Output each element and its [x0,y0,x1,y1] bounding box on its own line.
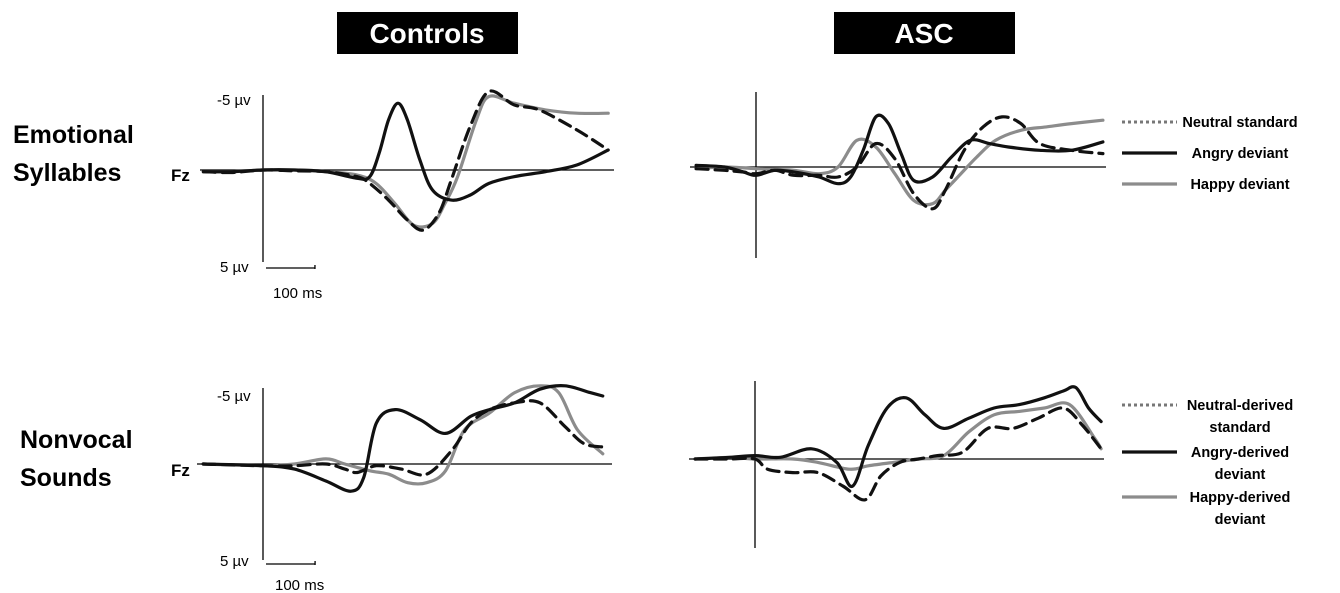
legend-label: Angry-derived [1191,445,1289,461]
trace-angry-derived-deviant [201,384,605,493]
electrode-label-bottom: Fz [171,461,190,480]
legend-label: Angry deviant [1192,146,1289,162]
row-label-syllables-line2: Syllables [13,159,121,187]
panel-controls-syllables [200,89,614,269]
scale-label-neg-top: -5 µv [217,92,251,109]
legend-top: Neutral standard Angry deviant Happy devia… [1122,115,1298,193]
legend-bottom: Neutral-derived standard Angry-derived devi… [1122,398,1293,528]
trace-neutral-derived-standard [201,399,605,477]
panel-controls-nonvocal [197,384,612,565]
panel-asc-nonvocal [689,381,1104,548]
row-label-nonvocal-line2: Sounds [20,464,112,492]
electrode-label-top: Fz [171,166,190,185]
trace-angry-deviant [201,101,610,202]
scale-label-pos-top: 5 µv [220,259,249,276]
trace-angry-deviant [694,113,1105,186]
legend-label: Neutral standard [1182,115,1297,131]
erp-panels [197,89,1106,565]
header-controls: Controls [369,18,484,49]
panel-asc-syllables [690,92,1106,258]
legend-label: Happy deviant [1190,177,1289,193]
scale-label-neg-bottom: -5 µv [217,388,251,405]
legend-label: Neutral-derived [1187,398,1293,414]
trace-happy-deviant [694,118,1105,207]
trace-neutral-derived-standard [693,406,1103,502]
legend-label: deviant [1215,467,1266,483]
header-asc: ASC [894,18,953,49]
trace-angry-derived-deviant [693,385,1103,488]
legend-label: Happy-derived [1190,490,1291,506]
legend-label: deviant [1215,512,1266,528]
row-label-nonvocal-line1: Nonvocal [20,426,133,454]
time-scale-label-bottom: 100 ms [275,577,324,593]
header-bg-controls [337,12,518,54]
time-scale-label-top: 100 ms [273,285,322,302]
row-label-syllables-line1: Emotional [13,121,134,149]
scale-label-pos-bottom: 5 µv [220,553,249,570]
trace-neutral-standard [694,115,1105,211]
header-bg-asc [834,12,1015,54]
legend-label: standard [1209,420,1270,436]
